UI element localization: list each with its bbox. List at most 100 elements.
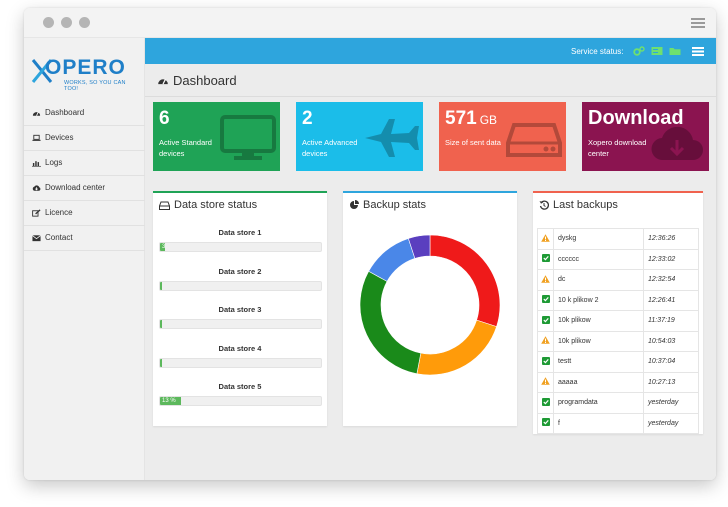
table-row[interactable]: 10 k plikow 2 12:26:41 bbox=[537, 289, 699, 311]
sidebar-item-contact[interactable]: Contact bbox=[24, 226, 145, 251]
warning-icon bbox=[541, 336, 550, 344]
tile-number: 571 GB bbox=[445, 108, 498, 129]
window-titlebar bbox=[24, 8, 716, 38]
app-window: OPERO WORKS, SO YOU CAN TOO! Dashboard D… bbox=[24, 8, 716, 480]
backup-stats-donut-chart bbox=[359, 234, 501, 376]
table-row[interactable]: dc 12:32:54 bbox=[537, 269, 699, 291]
check-icon bbox=[541, 418, 550, 427]
tile-label: Size of sent data bbox=[445, 138, 501, 147]
donut-slice-5[interactable] bbox=[407, 234, 431, 259]
donut-slice-1[interactable] bbox=[429, 234, 501, 328]
table-row[interactable]: 10k plikow 11:37:19 bbox=[537, 310, 699, 332]
pie-chart-icon bbox=[350, 200, 359, 209]
backup-name: testt bbox=[553, 351, 644, 373]
panel-title: Last backups bbox=[539, 199, 618, 211]
laptop-icon bbox=[32, 134, 41, 141]
tile-number: 6 bbox=[159, 108, 170, 129]
table-row[interactable]: cccccc 12:33:02 bbox=[537, 248, 699, 270]
tile-sent-data[interactable]: 571 GB Size of sent data bbox=[439, 102, 566, 171]
folder-icon[interactable] bbox=[669, 46, 681, 56]
table-row[interactable]: testt 10:37:04 bbox=[537, 351, 699, 373]
data-store-progress-bar: 3 bbox=[159, 242, 322, 252]
backup-time: 10:54:03 bbox=[643, 330, 699, 352]
jet-icon bbox=[365, 119, 419, 157]
backup-name: dyskg bbox=[553, 228, 644, 250]
panel-title-text: Backup stats bbox=[363, 199, 426, 211]
table-row[interactable]: dyskg 12:36:26 bbox=[537, 228, 699, 250]
data-store-progress-fill bbox=[160, 358, 162, 367]
dashboard-icon bbox=[158, 79, 168, 85]
data-store-progress-fill bbox=[160, 281, 162, 290]
sidebar-item-label: Licence bbox=[45, 208, 73, 217]
service-status-label: Service status: bbox=[571, 47, 624, 56]
menu-icon[interactable] bbox=[692, 47, 704, 49]
last-backups-table: dyskg 12:36:26 cccccc 12:33:02 dc 12:32:54 10 … bbox=[537, 228, 699, 434]
brand-logo[interactable]: OPERO WORKS, SO YOU CAN TOO! bbox=[31, 56, 141, 92]
warning-icon bbox=[541, 377, 550, 385]
brand-tagline: WORKS, SO YOU CAN TOO! bbox=[64, 80, 126, 92]
main-content: Dashboard 6 Active Standard devices 2 Ac… bbox=[145, 64, 716, 480]
backup-time: 11:37:19 bbox=[643, 310, 699, 332]
donut-slice-4[interactable] bbox=[368, 238, 416, 282]
sidebar: OPERO WORKS, SO YOU CAN TOO! Dashboard D… bbox=[24, 38, 145, 480]
backup-time: 12:32:54 bbox=[643, 269, 699, 291]
table-row[interactable]: aaaaa 10:27:13 bbox=[537, 371, 699, 393]
sidebar-item-download-center[interactable]: Download center bbox=[24, 176, 145, 201]
backup-stats-panel: Backup stats bbox=[343, 191, 517, 426]
table-row[interactable]: f yesterday bbox=[537, 412, 699, 434]
tile-advanced-devices[interactable]: 2 Active Advanced devices bbox=[296, 102, 423, 171]
close-dot[interactable] bbox=[43, 17, 54, 28]
warning-icon bbox=[541, 234, 550, 242]
tile-label: Active Advanced devices bbox=[302, 138, 358, 158]
table-row[interactable]: programdata yesterday bbox=[537, 392, 699, 414]
backup-time: 12:36:26 bbox=[643, 228, 699, 250]
cloud-download-icon bbox=[651, 126, 703, 161]
status-cell bbox=[537, 351, 554, 373]
sidebar-item-label: Contact bbox=[45, 233, 73, 242]
status-cell bbox=[537, 310, 554, 332]
minimize-dot[interactable] bbox=[61, 17, 72, 28]
tile-standard-devices[interactable]: 6 Active Standard devices bbox=[153, 102, 280, 171]
status-cell bbox=[537, 330, 554, 352]
cloud-download-icon bbox=[32, 185, 41, 191]
status-cell bbox=[537, 371, 554, 393]
sidebar-item-logs[interactable]: Logs bbox=[24, 151, 145, 176]
check-icon bbox=[541, 397, 550, 406]
status-cell bbox=[537, 289, 554, 311]
status-cell bbox=[537, 412, 554, 434]
window-menu-icon[interactable] bbox=[691, 18, 705, 20]
backup-time: yesterday bbox=[643, 392, 699, 414]
table-row[interactable]: 10k plikow 10:54:03 bbox=[537, 330, 699, 352]
tile-number: 2 bbox=[302, 108, 313, 129]
check-icon bbox=[541, 356, 550, 365]
sidebar-item-licence[interactable]: Licence bbox=[24, 201, 145, 226]
maximize-dot[interactable] bbox=[79, 17, 90, 28]
tile-download-center[interactable]: Download Xopero download center bbox=[582, 102, 709, 171]
sidebar-nav: Dashboard Devices Logs Download center L… bbox=[24, 101, 145, 251]
panel-title-text: Last backups bbox=[553, 199, 618, 211]
backup-name: 10k plikow bbox=[553, 310, 644, 332]
check-icon bbox=[541, 295, 550, 304]
backup-name: programdata bbox=[553, 392, 644, 414]
backup-name: aaaaa bbox=[553, 371, 644, 393]
sidebar-item-dashboard[interactable]: Dashboard bbox=[24, 101, 145, 126]
data-store-label: Data store 5 bbox=[218, 382, 262, 391]
edit-icon bbox=[32, 209, 41, 217]
check-icon bbox=[541, 315, 550, 324]
backup-time: 12:26:41 bbox=[643, 289, 699, 311]
donut-slice-3[interactable] bbox=[359, 270, 422, 375]
panel-title-text: Data store status bbox=[174, 199, 258, 211]
hard-drive-icon bbox=[506, 123, 562, 157]
status-cell bbox=[537, 228, 554, 250]
backup-name: dc bbox=[553, 269, 644, 291]
cogs-icon[interactable] bbox=[633, 46, 645, 56]
data-store-panel: Data store status Data store 1 3 Data stor… bbox=[153, 191, 327, 426]
sidebar-item-label: Logs bbox=[45, 158, 63, 167]
tile-number: Download bbox=[588, 107, 684, 129]
donut-slice-2[interactable] bbox=[416, 319, 497, 376]
sidebar-item-devices[interactable]: Devices bbox=[24, 126, 145, 151]
dashboard-icon bbox=[32, 111, 41, 116]
data-store-progress-bar bbox=[159, 319, 322, 329]
server-icon[interactable] bbox=[651, 46, 663, 56]
backup-time: 12:33:02 bbox=[643, 248, 699, 270]
